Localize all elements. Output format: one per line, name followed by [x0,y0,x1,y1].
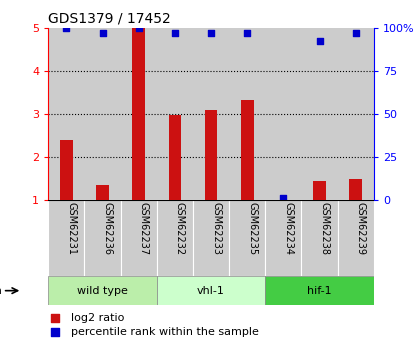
Text: percentile rank within the sample: percentile rank within the sample [71,327,259,337]
Text: GSM62236: GSM62236 [102,203,113,255]
Bar [157,28,193,200]
Point [99,30,106,36]
Bar [48,28,84,200]
Text: GSM62239: GSM62239 [356,203,366,255]
Point [63,25,70,30]
Text: GSM62234: GSM62234 [284,203,294,255]
Bar [338,28,374,200]
Bar [265,200,302,276]
Bar [302,28,338,200]
Point [316,39,323,44]
Text: GSM62232: GSM62232 [175,203,185,256]
Bar [60,140,73,200]
Bar [349,179,362,200]
Bar [265,276,374,305]
Bar [48,200,84,276]
Bar [84,28,121,200]
Bar [132,28,145,200]
Bar [302,200,338,276]
Bar [241,100,254,200]
Text: GSM62238: GSM62238 [320,203,330,255]
Bar [205,110,218,200]
Bar [157,276,265,305]
Bar [313,181,326,200]
Text: hif-1: hif-1 [307,286,332,296]
Text: strain: strain [0,286,3,296]
Text: wild type: wild type [77,286,128,296]
Text: log2 ratio: log2 ratio [71,313,124,323]
Text: GSM62237: GSM62237 [139,203,149,256]
Text: GSM62233: GSM62233 [211,203,221,255]
Bar [229,200,265,276]
Bar [84,200,121,276]
Point [244,30,251,36]
Bar [229,28,265,200]
Point [51,329,58,335]
Point [352,30,359,36]
Bar [157,200,193,276]
Bar [121,200,157,276]
Text: vhl-1: vhl-1 [197,286,225,296]
Bar [96,185,109,200]
Bar [193,200,229,276]
Text: GSM62235: GSM62235 [247,203,257,256]
Bar [168,115,181,200]
Text: GDS1379 / 17452: GDS1379 / 17452 [48,11,171,25]
Bar [121,28,157,200]
Point [280,196,287,201]
Bar [193,28,229,200]
Point [135,25,142,30]
Text: GSM62231: GSM62231 [66,203,76,255]
Point [208,30,215,36]
Bar [338,200,374,276]
Point [171,30,178,36]
Bar [48,276,157,305]
Point [51,315,58,321]
Bar [265,28,302,200]
